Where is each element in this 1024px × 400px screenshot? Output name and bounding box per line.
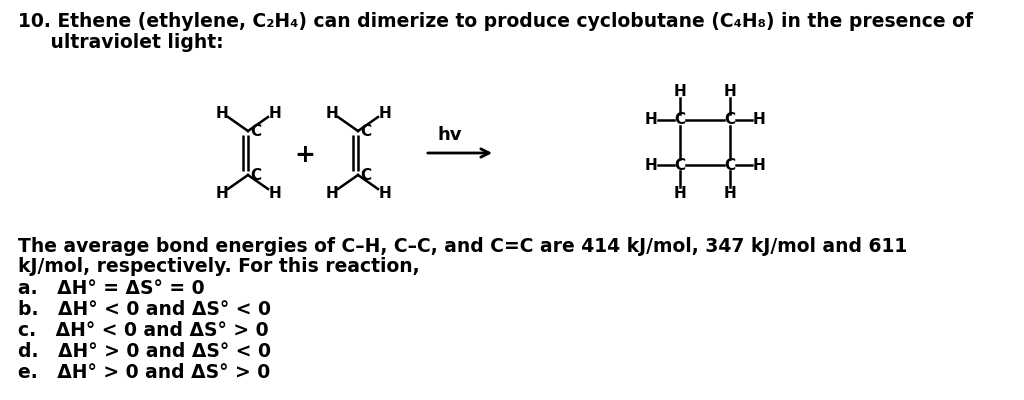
Text: H: H bbox=[268, 106, 282, 120]
Text: +: + bbox=[295, 143, 315, 167]
Text: H: H bbox=[326, 186, 338, 200]
Text: C: C bbox=[250, 124, 261, 138]
Text: H: H bbox=[379, 106, 391, 120]
Text: e.   ΔH° > 0 and ΔS° > 0: e. ΔH° > 0 and ΔS° > 0 bbox=[18, 363, 270, 382]
Text: C: C bbox=[250, 168, 261, 182]
Text: H: H bbox=[379, 186, 391, 200]
Text: C: C bbox=[360, 168, 371, 182]
Text: C: C bbox=[675, 112, 685, 128]
Text: H: H bbox=[674, 186, 686, 200]
Text: H: H bbox=[674, 84, 686, 100]
Text: C: C bbox=[724, 112, 735, 128]
Text: H: H bbox=[645, 112, 657, 128]
Text: H: H bbox=[326, 106, 338, 120]
Text: The average bond energies of C–H, C–C, and C=C are 414 kJ/mol, 347 kJ/mol and 61: The average bond energies of C–H, C–C, a… bbox=[18, 237, 907, 256]
Text: H: H bbox=[753, 112, 765, 128]
Text: ultraviolet light:: ultraviolet light: bbox=[18, 33, 223, 52]
Text: H: H bbox=[724, 186, 736, 200]
Text: H: H bbox=[724, 84, 736, 100]
Text: H: H bbox=[216, 106, 228, 120]
Text: H: H bbox=[268, 186, 282, 200]
Text: C: C bbox=[675, 158, 685, 172]
Text: H: H bbox=[753, 158, 765, 172]
Text: H: H bbox=[216, 186, 228, 200]
Text: hv: hv bbox=[437, 126, 462, 144]
Text: kJ/mol, respectively. For this reaction,: kJ/mol, respectively. For this reaction, bbox=[18, 257, 420, 276]
Text: a.   ΔH° = ΔS° = 0: a. ΔH° = ΔS° = 0 bbox=[18, 279, 205, 298]
Text: c.   ΔH° < 0 and ΔS° > 0: c. ΔH° < 0 and ΔS° > 0 bbox=[18, 321, 268, 340]
Text: d.   ΔH° > 0 and ΔS° < 0: d. ΔH° > 0 and ΔS° < 0 bbox=[18, 342, 271, 361]
Text: H: H bbox=[645, 158, 657, 172]
Text: 10. Ethene (ethylene, C₂H₄) can dimerize to produce cyclobutane (C₄H₈) in the pr: 10. Ethene (ethylene, C₂H₄) can dimerize… bbox=[18, 12, 973, 31]
Text: b.   ΔH° < 0 and ΔS° < 0: b. ΔH° < 0 and ΔS° < 0 bbox=[18, 300, 271, 319]
Text: C: C bbox=[360, 124, 371, 138]
Text: C: C bbox=[724, 158, 735, 172]
